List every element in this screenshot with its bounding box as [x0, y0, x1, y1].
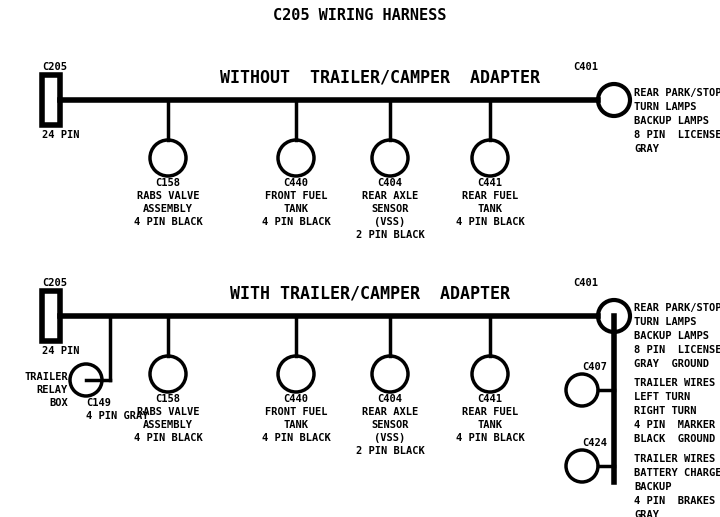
Bar [42, 291, 60, 341]
Text: 4 PIN BLACK: 4 PIN BLACK [261, 217, 330, 227]
Text: TRAILER WIRES: TRAILER WIRES [634, 378, 715, 388]
Circle shape [278, 356, 314, 392]
Text: C401: C401 [573, 62, 598, 72]
Text: REAR FUEL: REAR FUEL [462, 407, 518, 417]
Text: LEFT TURN: LEFT TURN [634, 392, 690, 402]
Text: C440: C440 [284, 394, 308, 404]
Text: TANK: TANK [284, 420, 308, 430]
Text: 2 PIN BLACK: 2 PIN BLACK [356, 446, 424, 456]
Bar [42, 75, 60, 125]
Text: BATTERY CHARGE: BATTERY CHARGE [634, 468, 720, 478]
Text: C149: C149 [86, 398, 111, 408]
Text: BLACK  GROUND: BLACK GROUND [634, 434, 715, 444]
Text: C407: C407 [582, 362, 607, 372]
Text: FRONT FUEL: FRONT FUEL [265, 191, 328, 201]
Text: C205 WIRING HARNESS: C205 WIRING HARNESS [274, 8, 446, 23]
Text: TANK: TANK [284, 204, 308, 214]
Text: BACKUP: BACKUP [634, 482, 672, 492]
Text: 8 PIN  LICENSE LAMPS: 8 PIN LICENSE LAMPS [634, 130, 720, 140]
Text: 24 PIN: 24 PIN [42, 346, 79, 356]
Text: ASSEMBLY: ASSEMBLY [143, 204, 193, 214]
Text: C401: C401 [573, 278, 598, 288]
Circle shape [598, 300, 630, 332]
Text: REAR PARK/STOP: REAR PARK/STOP [634, 88, 720, 98]
Circle shape [372, 140, 408, 176]
Text: SENSOR: SENSOR [372, 204, 409, 214]
Text: C205: C205 [42, 278, 67, 288]
Text: C404: C404 [377, 178, 402, 188]
Text: 4 PIN BLACK: 4 PIN BLACK [456, 217, 524, 227]
Text: GRAY: GRAY [634, 510, 659, 517]
Text: C441: C441 [477, 178, 503, 188]
Text: TURN LAMPS: TURN LAMPS [634, 102, 696, 112]
Text: REAR AXLE: REAR AXLE [362, 407, 418, 417]
Text: 24 PIN: 24 PIN [42, 130, 79, 140]
Text: 4 PIN  MARKER: 4 PIN MARKER [634, 420, 715, 430]
Circle shape [566, 374, 598, 406]
Text: TANK: TANK [477, 420, 503, 430]
Circle shape [472, 140, 508, 176]
Text: REAR PARK/STOP: REAR PARK/STOP [634, 303, 720, 313]
Text: WITHOUT  TRAILER/CAMPER  ADAPTER: WITHOUT TRAILER/CAMPER ADAPTER [220, 68, 540, 86]
Text: RABS VALVE: RABS VALVE [137, 191, 199, 201]
Text: C440: C440 [284, 178, 308, 188]
Circle shape [150, 356, 186, 392]
Circle shape [472, 356, 508, 392]
Text: FRONT FUEL: FRONT FUEL [265, 407, 328, 417]
Circle shape [150, 140, 186, 176]
Text: 4 PIN BLACK: 4 PIN BLACK [134, 217, 202, 227]
Text: TURN LAMPS: TURN LAMPS [634, 317, 696, 327]
Circle shape [566, 450, 598, 482]
Text: GRAY: GRAY [634, 144, 659, 154]
Text: TANK: TANK [477, 204, 503, 214]
Text: 4 PIN BLACK: 4 PIN BLACK [134, 433, 202, 443]
Text: 2 PIN BLACK: 2 PIN BLACK [356, 230, 424, 240]
Text: C205: C205 [42, 62, 67, 72]
Circle shape [278, 140, 314, 176]
Text: TRAILER WIRES: TRAILER WIRES [634, 454, 715, 464]
Text: 4 PIN BLACK: 4 PIN BLACK [261, 433, 330, 443]
Text: (VSS): (VSS) [374, 217, 405, 227]
Text: C158: C158 [156, 394, 181, 404]
Text: REAR AXLE: REAR AXLE [362, 191, 418, 201]
Text: RELAY: RELAY [37, 385, 68, 395]
Text: TRAILER: TRAILER [24, 372, 68, 382]
Circle shape [372, 356, 408, 392]
Text: C424: C424 [582, 438, 607, 448]
Text: 4 PIN GRAY: 4 PIN GRAY [86, 411, 148, 421]
Text: BOX: BOX [49, 398, 68, 408]
Circle shape [70, 364, 102, 396]
Circle shape [598, 84, 630, 116]
Text: SENSOR: SENSOR [372, 420, 409, 430]
Text: REAR FUEL: REAR FUEL [462, 191, 518, 201]
Text: C441: C441 [477, 394, 503, 404]
Text: BACKUP LAMPS: BACKUP LAMPS [634, 331, 709, 341]
Text: RABS VALVE: RABS VALVE [137, 407, 199, 417]
Text: (VSS): (VSS) [374, 433, 405, 443]
Text: 4 PIN  BRAKES: 4 PIN BRAKES [634, 496, 715, 506]
Text: 8 PIN  LICENSE LAMPS: 8 PIN LICENSE LAMPS [634, 345, 720, 355]
Text: C158: C158 [156, 178, 181, 188]
Text: ASSEMBLY: ASSEMBLY [143, 420, 193, 430]
Text: GRAY  GROUND: GRAY GROUND [634, 359, 709, 369]
Text: WITH TRAILER/CAMPER  ADAPTER: WITH TRAILER/CAMPER ADAPTER [230, 285, 510, 303]
Text: RIGHT TURN: RIGHT TURN [634, 406, 696, 416]
Text: 4 PIN BLACK: 4 PIN BLACK [456, 433, 524, 443]
Text: BACKUP LAMPS: BACKUP LAMPS [634, 116, 709, 126]
Text: C404: C404 [377, 394, 402, 404]
